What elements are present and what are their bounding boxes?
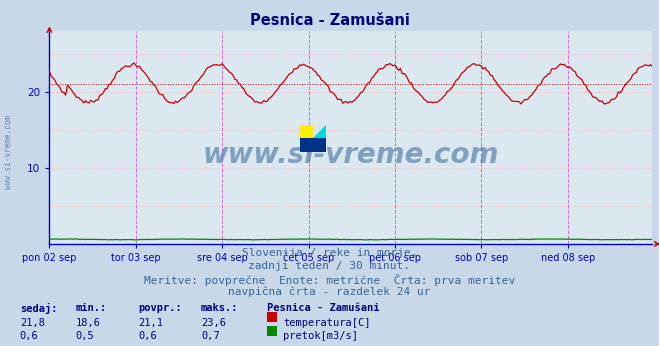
Text: maks.:: maks.: xyxy=(201,303,239,313)
Bar xyxy=(300,125,313,138)
Text: 18,6: 18,6 xyxy=(76,318,101,328)
Text: Slovenija / reke in morje.: Slovenija / reke in morje. xyxy=(242,248,417,258)
Text: 21,8: 21,8 xyxy=(20,318,45,328)
Text: temperatura[C]: temperatura[C] xyxy=(283,318,371,328)
Text: www.si-vreme.com: www.si-vreme.com xyxy=(4,115,13,189)
Text: 0,6: 0,6 xyxy=(138,331,157,342)
Text: 0,7: 0,7 xyxy=(201,331,219,342)
Text: Pesnica - Zamušani: Pesnica - Zamušani xyxy=(267,303,380,313)
Text: povpr.:: povpr.: xyxy=(138,303,182,313)
Text: min.:: min.: xyxy=(76,303,107,313)
Text: pretok[m3/s]: pretok[m3/s] xyxy=(283,331,358,342)
Polygon shape xyxy=(313,125,326,138)
Text: 23,6: 23,6 xyxy=(201,318,226,328)
Text: sedaj:: sedaj: xyxy=(20,303,57,314)
Text: zadnji teden / 30 minut.: zadnji teden / 30 minut. xyxy=(248,261,411,271)
Text: 0,5: 0,5 xyxy=(76,331,94,342)
Text: Pesnica - Zamušani: Pesnica - Zamušani xyxy=(250,13,409,28)
Bar xyxy=(300,138,313,152)
Polygon shape xyxy=(313,138,326,152)
Text: Meritve: povprečne  Enote: metrične  Črta: prva meritev: Meritve: povprečne Enote: metrične Črta:… xyxy=(144,274,515,286)
Text: navpična črta - razdelek 24 ur: navpična črta - razdelek 24 ur xyxy=(228,287,431,297)
Text: 0,6: 0,6 xyxy=(20,331,38,342)
Text: www.si-vreme.com: www.si-vreme.com xyxy=(203,140,499,169)
Text: 21,1: 21,1 xyxy=(138,318,163,328)
